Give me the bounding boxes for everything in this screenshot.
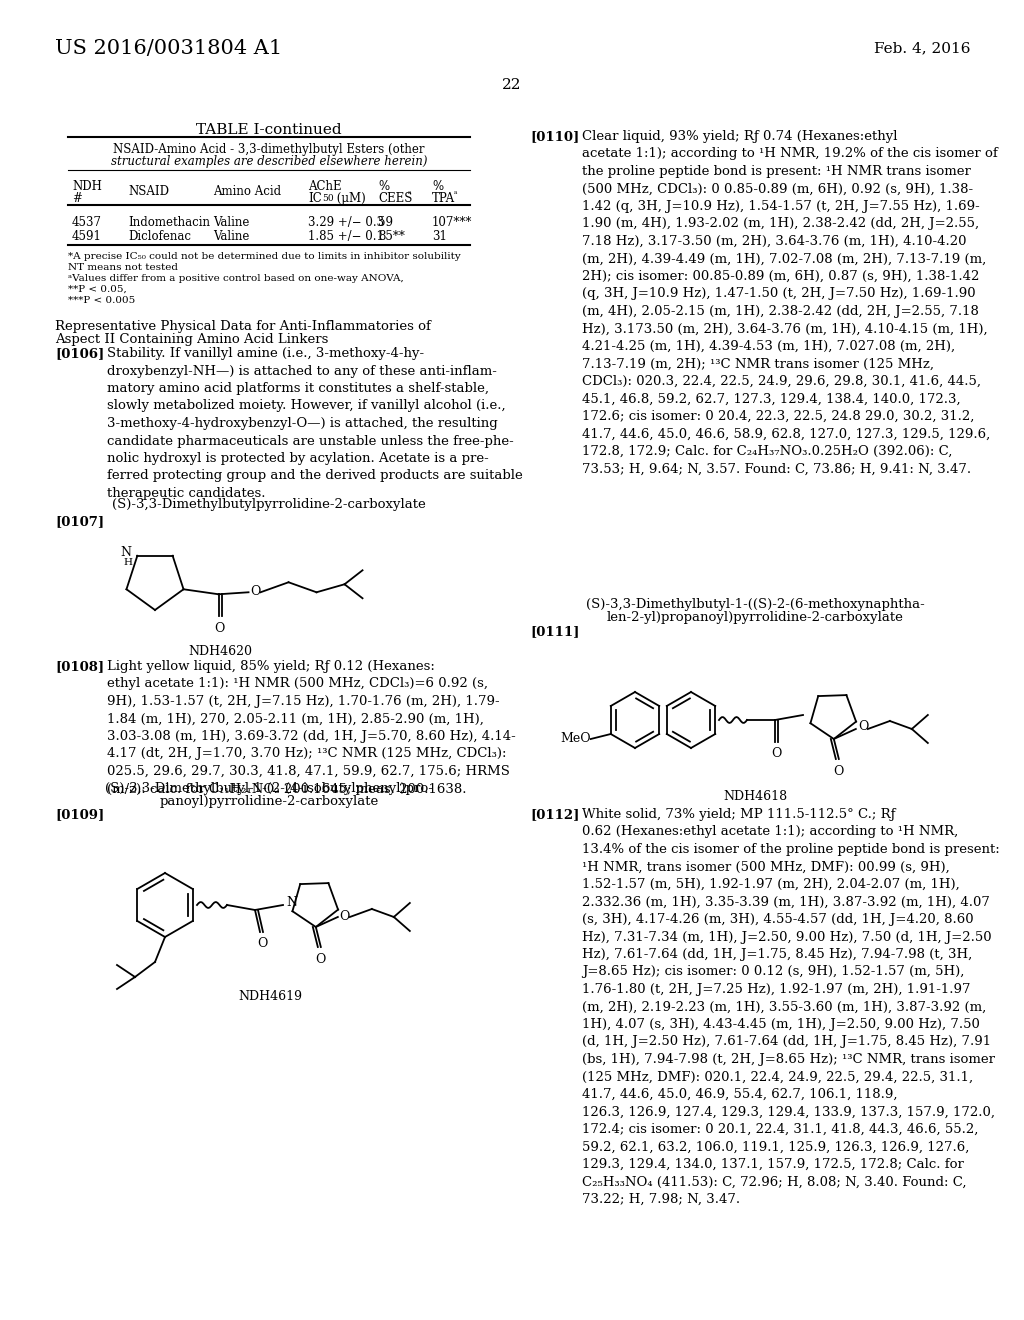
Text: 31: 31	[432, 230, 446, 243]
Text: NDH4620: NDH4620	[188, 645, 252, 657]
Text: (μM): (μM)	[333, 191, 366, 205]
Text: N: N	[121, 546, 131, 560]
Text: Representative Physical Data for Anti-Inflammatories of: Representative Physical Data for Anti-In…	[55, 319, 431, 333]
Text: Amino Acid: Amino Acid	[213, 185, 282, 198]
Text: 59: 59	[378, 216, 393, 228]
Text: 3.29 +/− 0.3: 3.29 +/− 0.3	[308, 216, 384, 228]
Text: O: O	[339, 911, 349, 924]
Text: AChE: AChE	[308, 180, 342, 193]
Text: ᵃValues differ from a positive control based on one-way ANOVA,: ᵃValues differ from a positive control b…	[68, 275, 403, 282]
Text: White solid, 73% yield; MP 111.5-112.5° C.; Rƒ
0.62 (Hexanes:ethyl acetate 1:1);: White solid, 73% yield; MP 111.5-112.5° …	[582, 808, 999, 1206]
Text: O: O	[771, 747, 781, 760]
Text: CEES: CEES	[378, 191, 413, 205]
Text: [0111]: [0111]	[530, 624, 580, 638]
Text: 4537: 4537	[72, 216, 102, 228]
Text: structural examples are described elsewhere herein): structural examples are described elsewh…	[111, 156, 427, 169]
Text: %: %	[378, 180, 389, 193]
Text: Feb. 4, 2016: Feb. 4, 2016	[873, 41, 970, 55]
Text: O: O	[834, 766, 844, 777]
Text: H: H	[123, 558, 132, 568]
Text: O: O	[858, 721, 868, 734]
Text: len-2-yl)propanoyl)pyrrolidine-2-carboxylate: len-2-yl)propanoyl)pyrrolidine-2-carboxy…	[606, 611, 903, 624]
Text: N: N	[286, 896, 297, 909]
Text: ᵃ: ᵃ	[454, 190, 458, 199]
Text: 107***: 107***	[432, 216, 472, 228]
Text: 50: 50	[322, 194, 334, 203]
Text: Clear liquid, 93% yield; Rƒ 0.74 (Hexanes:ethyl
acetate 1:1); according to ¹H NM: Clear liquid, 93% yield; Rƒ 0.74 (Hexane…	[582, 129, 997, 475]
Text: **P < 0.05,: **P < 0.05,	[68, 285, 127, 294]
Text: [0107]: [0107]	[55, 515, 104, 528]
Text: NSAID-Amino Acid - 3,3-dimethylbutyl Esters (other: NSAID-Amino Acid - 3,3-dimethylbutyl Est…	[114, 143, 425, 156]
Text: O: O	[251, 585, 261, 598]
Text: NSAID: NSAID	[128, 185, 169, 198]
Text: %: %	[432, 180, 443, 193]
Text: Light yellow liquid, 85% yield; Rƒ 0.12 (Hexanes:
ethyl acetate 1:1): ¹H NMR (50: Light yellow liquid, 85% yield; Rƒ 0.12 …	[106, 660, 516, 796]
Text: panoyl)pyrrolidine-2-carboxylate: panoyl)pyrrolidine-2-carboxylate	[160, 795, 379, 808]
Text: US 2016/0031804 A1: US 2016/0031804 A1	[55, 38, 283, 58]
Text: IC: IC	[308, 191, 322, 205]
Text: Diclofenac: Diclofenac	[128, 230, 191, 243]
Text: (S)-3,3-Dimethylbutyl-1-(2-(4-isobutylphenyl)pro-: (S)-3,3-Dimethylbutyl-1-(2-(4-isobutylph…	[105, 781, 433, 795]
Text: NT means not tested: NT means not tested	[68, 263, 178, 272]
Text: 1.85 +/− 0.1: 1.85 +/− 0.1	[308, 230, 384, 243]
Text: 22: 22	[502, 78, 522, 92]
Text: (S)-3,3-Dimethylbutyl-1-((S)-2-(6-methoxynaphtha-: (S)-3,3-Dimethylbutyl-1-((S)-2-(6-methox…	[586, 598, 925, 611]
Text: O: O	[257, 937, 267, 950]
Text: Valine: Valine	[213, 230, 250, 243]
Text: [0112]: [0112]	[530, 808, 580, 821]
Text: Valine: Valine	[213, 216, 250, 228]
Text: ***P < 0.005: ***P < 0.005	[68, 296, 135, 305]
Text: Indomethacin: Indomethacin	[128, 216, 210, 228]
Text: [0109]: [0109]	[55, 808, 104, 821]
Text: NDH4618: NDH4618	[723, 789, 787, 803]
Text: Stability. If vanillyl amine (i.e., 3-methoxy-4-hy-
droxybenzyl-NH—) is attached: Stability. If vanillyl amine (i.e., 3-me…	[106, 347, 522, 500]
Text: 4591: 4591	[72, 230, 101, 243]
Text: #: #	[72, 191, 82, 205]
Text: ᵃ: ᵃ	[408, 190, 412, 199]
Text: [0110]: [0110]	[530, 129, 580, 143]
Text: NDH: NDH	[72, 180, 101, 193]
Text: O: O	[315, 953, 326, 966]
Text: TABLE I-continued: TABLE I-continued	[197, 123, 342, 137]
Text: (S)-3,3-Dimethylbutylpyrrolidine-2-carboxylate: (S)-3,3-Dimethylbutylpyrrolidine-2-carbo…	[112, 498, 426, 511]
Text: Aspect II Containing Amino Acid Linkers: Aspect II Containing Amino Acid Linkers	[55, 333, 329, 346]
Text: O: O	[214, 622, 224, 635]
Text: TPA: TPA	[432, 191, 455, 205]
Text: 85**: 85**	[378, 230, 404, 243]
Text: [0106]: [0106]	[55, 347, 104, 360]
Text: [0108]: [0108]	[55, 660, 104, 673]
Text: *A precise IC₅₀ could not be determined due to limits in inhibitor solubility: *A precise IC₅₀ could not be determined …	[68, 252, 461, 261]
Text: MeO: MeO	[560, 733, 591, 746]
Text: NDH4619: NDH4619	[238, 990, 302, 1003]
